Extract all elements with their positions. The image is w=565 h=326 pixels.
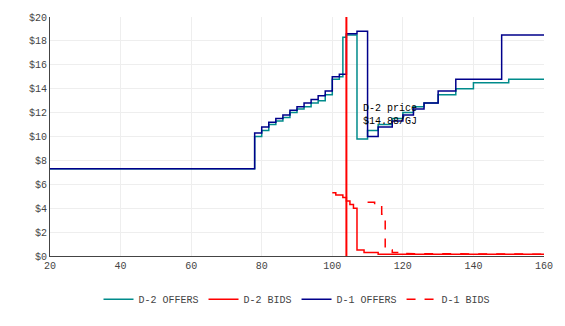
svg-text:$8: $8 bbox=[35, 156, 47, 167]
svg-text:$4: $4 bbox=[35, 204, 47, 215]
svg-text:100: 100 bbox=[323, 261, 341, 272]
svg-text:$12: $12 bbox=[29, 108, 47, 119]
svg-text:$16: $16 bbox=[29, 60, 47, 71]
svg-text:$14: $14 bbox=[29, 84, 47, 95]
svg-text:D-2 OFFERS: D-2 OFFERS bbox=[139, 295, 199, 306]
svg-text:120: 120 bbox=[394, 261, 412, 272]
svg-text:40: 40 bbox=[115, 261, 127, 272]
svg-text:$18: $18 bbox=[29, 36, 47, 47]
svg-text:60: 60 bbox=[185, 261, 197, 272]
svg-text:D-2 BIDS: D-2 BIDS bbox=[244, 295, 292, 306]
svg-text:140: 140 bbox=[464, 261, 482, 272]
svg-text:$20: $20 bbox=[29, 13, 47, 24]
svg-text:$2: $2 bbox=[35, 228, 47, 239]
svg-text:D-1 OFFERS: D-1 OFFERS bbox=[337, 295, 397, 306]
svg-text:$10: $10 bbox=[29, 132, 47, 143]
svg-text:$0: $0 bbox=[35, 252, 47, 263]
svg-text:$6: $6 bbox=[35, 180, 47, 191]
svg-text:80: 80 bbox=[256, 261, 268, 272]
svg-text:20: 20 bbox=[44, 261, 56, 272]
svg-text:D-1 BIDS: D-1 BIDS bbox=[442, 295, 490, 306]
svg-text:D-2 price$14.88/GJ: D-2 price$14.88/GJ bbox=[363, 103, 417, 127]
svg-text:160: 160 bbox=[535, 261, 553, 272]
